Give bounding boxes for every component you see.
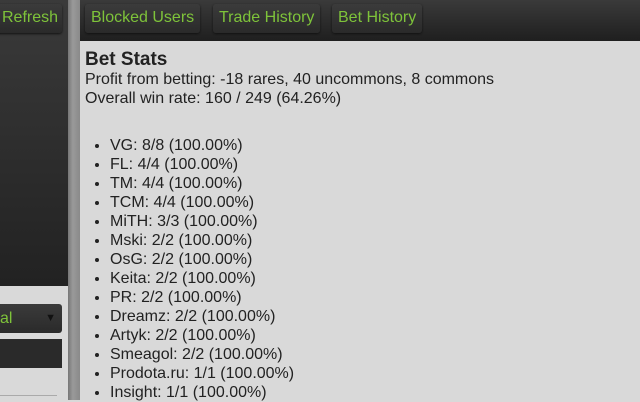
panel-splitter[interactable] bbox=[68, 0, 80, 400]
sidebar-input[interactable] bbox=[0, 339, 62, 368]
list-item: Insight: 1/1 (100.00%) bbox=[110, 383, 494, 402]
list-item: OsG: 2/2 (100.00%) bbox=[110, 250, 494, 269]
bet-stats-panel: Bet Stats Profit from betting: -18 rares… bbox=[85, 50, 494, 402]
list-item: VG: 8/8 (100.00%) bbox=[110, 136, 494, 155]
list-item: TM: 4/4 (100.00%) bbox=[110, 174, 494, 193]
list-item: Dreamz: 2/2 (100.00%) bbox=[110, 307, 494, 326]
team-stats-list: VG: 8/8 (100.00%)FL: 4/4 (100.00%)TM: 4/… bbox=[85, 136, 494, 402]
bet-history-button[interactable]: Bet History bbox=[332, 4, 423, 33]
list-item: PR: 2/2 (100.00%) bbox=[110, 288, 494, 307]
sidebar-top-panel bbox=[0, 0, 68, 286]
refresh-button[interactable]: Refresh bbox=[0, 4, 62, 33]
list-item: Mski: 2/2 (100.00%) bbox=[110, 231, 494, 250]
win-rate-text: Overall win rate: 160 / 249 (64.26%) bbox=[85, 90, 342, 107]
blocked-users-button[interactable]: Blocked Users bbox=[85, 4, 201, 33]
list-item: FL: 4/4 (100.00%) bbox=[110, 155, 494, 174]
list-item: Prodota.ru: 1/1 (100.00%) bbox=[110, 364, 494, 383]
profit-text: Profit from betting: -18 rares, 40 uncom… bbox=[85, 71, 495, 88]
list-item: Smeagol: 2/2 (100.00%) bbox=[110, 345, 494, 364]
list-item: MiTH: 3/3 (100.00%) bbox=[110, 212, 494, 231]
top-nav: Blocked Users Trade History Bet History bbox=[80, 0, 640, 41]
list-item: TCM: 4/4 (100.00%) bbox=[110, 193, 494, 212]
list-item: Keita: 2/2 (100.00%) bbox=[110, 269, 494, 288]
select-value: al bbox=[0, 310, 13, 327]
filter-select[interactable]: al ▼ bbox=[0, 304, 62, 333]
dropdown-arrow-icon: ▼ bbox=[45, 312, 56, 324]
page-title: Bet Stats bbox=[85, 49, 168, 70]
list-item: Artyk: 2/2 (100.00%) bbox=[110, 326, 494, 345]
trade-history-button[interactable]: Trade History bbox=[213, 4, 321, 33]
divider bbox=[0, 395, 57, 396]
left-sidebar: Refresh al ▼ bbox=[0, 0, 68, 400]
